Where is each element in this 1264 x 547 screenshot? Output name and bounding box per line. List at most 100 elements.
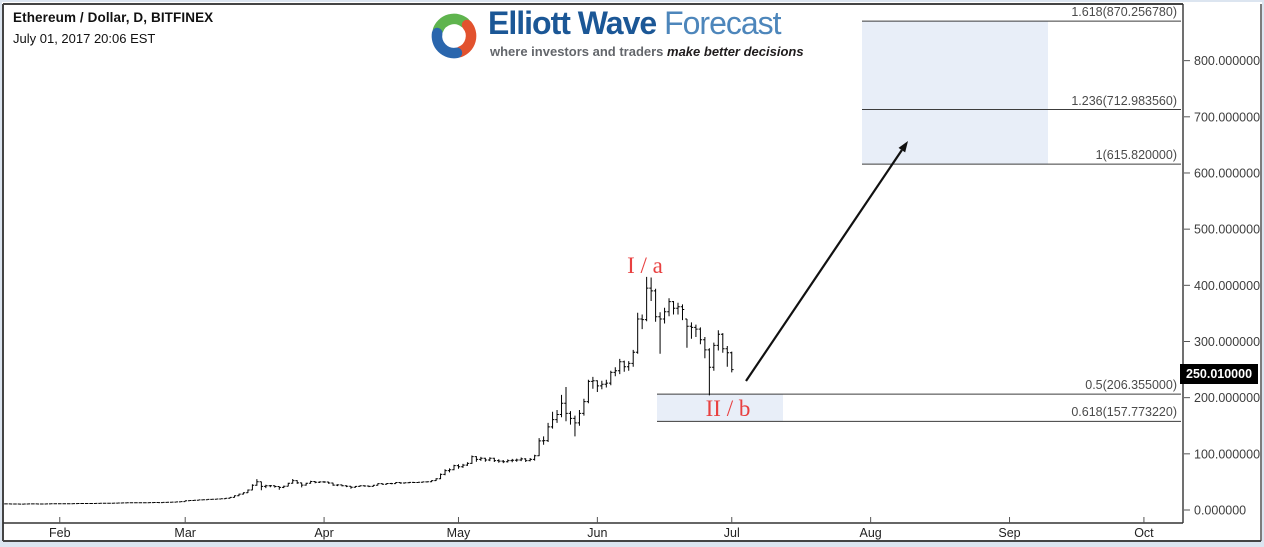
ohlc-bar [434,478,438,482]
ohlc-bar [497,459,501,463]
ohlc-bar [546,422,550,442]
ohlc-bar [335,484,340,487]
ohlc-bar [456,464,461,469]
ohlc-bar [192,499,196,501]
ohlc-bar [264,484,268,489]
ohlc-bar [371,484,376,487]
ohlc-bar [680,304,685,321]
ohlc-bar [447,468,452,473]
ohlc-bar [537,438,541,457]
ohlc-bar [201,499,205,501]
ohlc-bar [317,481,322,483]
ohlc-bar [425,481,429,483]
ohlc-bar [214,498,219,500]
price-tick-label: 800.000000 [1194,54,1260,68]
ohlc-bar [698,327,703,345]
ohlc-bar [232,495,237,498]
ohlc-bar [586,379,591,404]
ohlc-bar [559,394,564,418]
ohlc-bar [465,462,470,466]
price-tick-label: 300.000000 [1194,335,1260,349]
ohlc-bar [273,485,277,488]
ohlc-bar [259,481,264,491]
ohlc-bar [290,479,295,484]
ohlc-bar [550,411,555,429]
ohlc-bar [492,457,497,462]
ohlc-bar [689,322,694,339]
projection-arrow-head [898,141,908,153]
ohlc-bar [721,333,725,353]
price-tick-label: 100.000000 [1194,447,1260,461]
ohlc-bar [510,458,515,463]
month-tick-label: Sep [998,526,1020,540]
month-tick-label: Aug [860,526,882,540]
ohlc-bar [505,459,510,463]
ohlc-bar [725,346,730,367]
ohlc-bar [299,482,304,488]
ohlc-bar [281,485,286,489]
ohlc-bar [246,489,250,494]
ohlc-bar [183,500,187,503]
ohlc-bar [358,485,362,487]
ohlc-bar [367,485,371,488]
ohlc-bar [286,482,291,487]
price-tick-label: 0.000000 [1194,504,1246,518]
ohlc-bar [555,410,559,423]
ohlc-bar [438,473,443,480]
ohlc-bar [429,480,434,483]
ohlc-bar [519,457,523,462]
ohlc-bar [470,455,474,464]
month-tick-label: Jul [724,526,740,540]
ohlc-bar [514,458,519,462]
ohlc-bar [420,481,425,483]
ohlc-bar [402,482,407,484]
ohlc-bar [277,486,282,490]
ohlc-bar [255,479,259,486]
ohlc-bar [353,485,358,488]
ohlc-bar [474,456,479,462]
ohlc-bar [178,501,183,503]
month-tick-label: May [447,526,471,540]
ohlc-bar [385,483,389,485]
ohlc-bar [461,463,465,468]
ohlc-bar [604,379,609,388]
ohlc-bar [626,361,631,371]
ohlc-bar [362,485,367,487]
ohlc-bar [685,318,689,348]
ohlc-bar [729,351,734,373]
fib-retracement-zone [657,394,783,422]
ohlc-bar [304,482,308,486]
ohlc-bar [393,482,398,485]
ohlc-bar [219,498,223,500]
price-tick-label: 600.000000 [1194,166,1260,180]
ohlc-bar [483,457,488,462]
ohlc-bar [523,458,528,462]
ohlc-bar [241,492,246,495]
ohlc-bar [676,302,680,315]
ohlc-bar [295,480,299,484]
ohlc-bar [452,464,456,471]
projection-arrow-line [745,149,903,382]
ohlc-bar [631,349,635,367]
ohlc-bar [380,483,385,485]
ohlc-bar [591,376,595,389]
ohlc-bar [582,398,586,416]
ohlc-bar [210,498,214,500]
ohlc-bar [662,307,667,324]
ohlc-bar [649,277,653,301]
ohlc-bar [349,485,353,489]
price-tick-label: 400.000000 [1194,279,1260,293]
ohlc-bar [658,312,662,354]
ohlc-bar [667,298,671,317]
ohlc-bar [416,481,420,483]
ohlc-bar [407,481,411,484]
ohlc-bar [712,342,716,371]
ohlc-bar [488,457,492,462]
ohlc-bar [398,482,403,484]
ohlc-bar [644,276,649,322]
ohlc-bar [376,483,380,486]
ohlc-bar [443,469,447,476]
